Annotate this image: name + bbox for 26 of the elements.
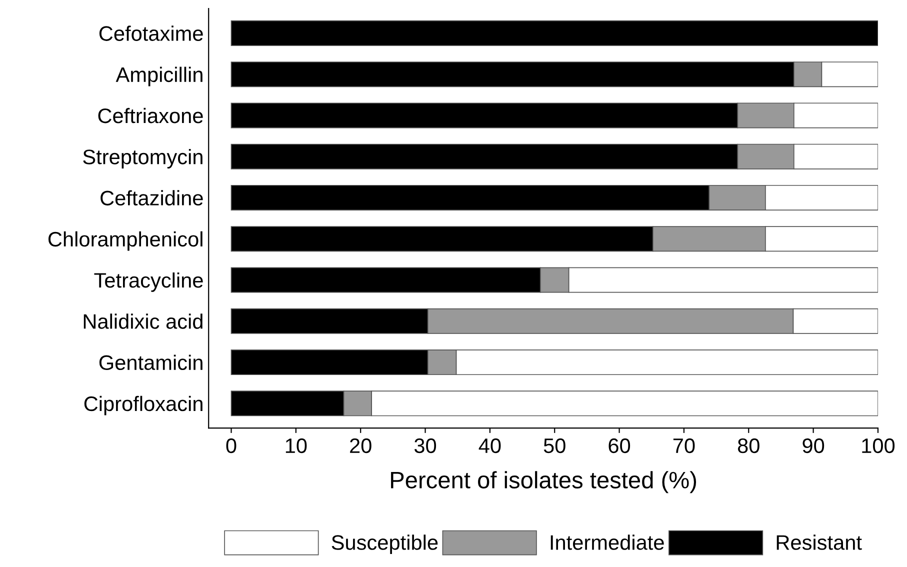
y-tick-label: Chloramphenicol [48, 231, 202, 251]
y-tick-label: Ampicillin [116, 66, 202, 86]
x-tick-label: 30 [414, 438, 436, 454]
x-tick-label: 50 [544, 438, 566, 454]
y-tick-label: Cefotaxime [99, 26, 203, 41]
x-tick-label: 20 [350, 438, 372, 454]
y-tick-label: Streptomycin [83, 149, 202, 168]
x-tick-label: 60 [608, 438, 630, 454]
y-tick-label: Ceftazidine [100, 190, 203, 206]
x-tick-label: 10 [286, 438, 307, 454]
y-tick-label: Tetracycline [94, 272, 203, 292]
y-tick-label: Gentamicin [99, 354, 202, 370]
y-tick-label: Ciprofloxacin [84, 396, 202, 416]
legend-label: Resistant [776, 534, 862, 550]
bar [230, 20, 878, 46]
x-tick-label: 100 [862, 438, 895, 454]
x-tick-label: 80 [738, 438, 760, 454]
x-tick-label: 70 [673, 438, 695, 454]
x-axis-title: Percent of isolates tested (%) [391, 471, 696, 494]
x-tick-label: 0 [226, 438, 236, 454]
legend-label: Susceptible [332, 534, 438, 554]
x-tick-label: 40 [478, 438, 501, 454]
y-tick-label: Ceftriaxone [98, 108, 203, 124]
legend-label: Intermediate [550, 534, 664, 550]
y-tick-label: Nalidixic acid [84, 314, 202, 329]
x-tick-label: 90 [802, 438, 824, 454]
